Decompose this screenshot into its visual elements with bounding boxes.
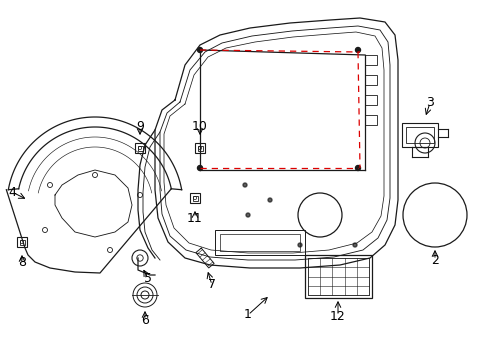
Text: 7: 7 [207, 279, 216, 292]
Bar [190, 193, 200, 203]
Circle shape [197, 48, 202, 53]
Text: 10: 10 [192, 121, 207, 134]
Bar [17, 237, 27, 247]
Bar [192, 195, 197, 201]
Circle shape [267, 198, 271, 202]
Bar [197, 145, 202, 150]
Circle shape [352, 243, 356, 247]
Bar [305, 255, 371, 298]
Bar [135, 143, 145, 153]
Bar [307, 258, 368, 295]
Text: 3: 3 [425, 96, 433, 109]
Bar [20, 239, 24, 244]
Text: 1: 1 [244, 309, 251, 321]
Text: 11: 11 [187, 211, 203, 225]
Bar [364, 55, 376, 65]
Bar [364, 75, 376, 85]
Bar [401, 123, 437, 147]
Text: 4: 4 [8, 185, 16, 198]
Circle shape [355, 166, 360, 171]
Bar [405, 127, 433, 143]
Bar [215, 230, 305, 255]
Circle shape [197, 166, 202, 171]
Text: 9: 9 [136, 121, 143, 134]
Bar [137, 145, 142, 150]
Text: 12: 12 [329, 310, 345, 323]
Bar [220, 234, 299, 251]
Bar [364, 95, 376, 105]
Circle shape [355, 48, 360, 53]
Text: 5: 5 [143, 271, 152, 284]
Text: 2: 2 [430, 253, 438, 266]
Text: 8: 8 [18, 256, 26, 270]
Circle shape [297, 243, 302, 247]
Bar [195, 143, 204, 153]
Text: 6: 6 [141, 314, 149, 327]
Bar [364, 115, 376, 125]
Circle shape [243, 183, 246, 187]
Circle shape [245, 213, 249, 217]
